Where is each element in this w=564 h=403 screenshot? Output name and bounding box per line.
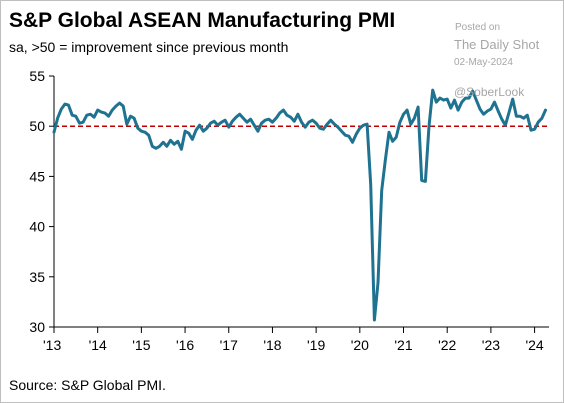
chart-title: S&P Global ASEAN Manufacturing PMI bbox=[9, 9, 396, 32]
x-tick-label-24: '24 bbox=[525, 337, 543, 353]
y-tick-label-50: 50 bbox=[29, 118, 45, 134]
chart-axes: 30 35 40 45 50 55 '13 '14 '15 '16 '17 '18 '19 '20 '21 '… bbox=[29, 68, 549, 353]
x-tick-label-23: '23 bbox=[482, 337, 500, 353]
x-tick-label-15: '15 bbox=[132, 337, 150, 353]
y-tick-label-40: 40 bbox=[29, 219, 45, 235]
series-line-pmi bbox=[52, 88, 547, 322]
y-tick-label-30: 30 bbox=[29, 319, 45, 335]
chart-subtitle: sa, >50 = improvement since previous mon… bbox=[9, 39, 289, 55]
x-tick-label-16: '16 bbox=[176, 337, 194, 353]
x-tick-label-14: '14 bbox=[89, 337, 107, 353]
x-tick-label-17: '17 bbox=[220, 337, 238, 353]
x-tick-label-20: '20 bbox=[351, 337, 369, 353]
watermark-date: 02-May-2024 bbox=[454, 57, 513, 68]
x-tick-label-18: '18 bbox=[263, 337, 281, 353]
x-tick-label-13: '13 bbox=[43, 337, 61, 353]
x-tick-label-21: '21 bbox=[394, 337, 412, 353]
y-tick-label-35: 35 bbox=[29, 269, 45, 285]
y-tick-label-45: 45 bbox=[29, 168, 45, 184]
watermark-posted: Posted on bbox=[455, 22, 501, 33]
x-tick-label-22: '22 bbox=[438, 337, 456, 353]
watermark-name: The Daily Shot bbox=[454, 37, 540, 52]
y-tick-label-55: 55 bbox=[29, 68, 45, 84]
x-tick-label-19: '19 bbox=[307, 337, 325, 353]
source-note: Source: S&P Global PMI. bbox=[9, 377, 166, 393]
watermark-handle: @SoberLook bbox=[454, 85, 525, 99]
